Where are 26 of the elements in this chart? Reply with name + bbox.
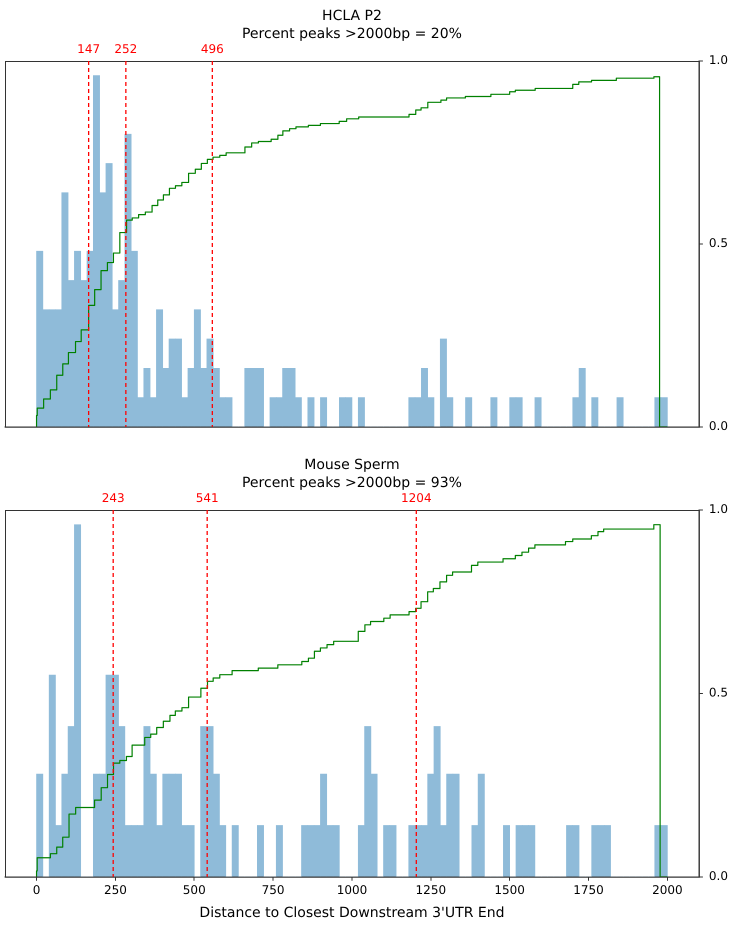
x-tick-label: 2000 (652, 883, 683, 898)
x-tick-label: 1000 (336, 883, 368, 898)
chart-subtitle: Percent peaks >2000bp = 20% (242, 26, 462, 42)
chart-title: Mouse Sperm (304, 457, 400, 473)
ref-line-label: 243 (102, 491, 125, 506)
y-tick-label: 0.0 (708, 418, 728, 433)
x-axis-title: Distance to Closest Downstream 3'UTR End (199, 905, 504, 922)
x-tick-label: 500 (182, 883, 206, 898)
x-tick-label: 250 (104, 883, 127, 898)
ref-line-label: 1204 (401, 491, 432, 506)
y-tick-label: 0.5 (708, 236, 728, 250)
y-tick-label: 0.0 (708, 868, 728, 883)
y-tick-label: 1.0 (708, 53, 728, 68)
x-tick-label: 1750 (573, 883, 604, 898)
y-tick-label: 1.0 (708, 502, 728, 516)
x-tick-label: 750 (262, 883, 285, 898)
chart-subtitle: Percent peaks >2000bp = 93% (242, 475, 462, 491)
y-tick-label: 0.5 (708, 686, 728, 700)
ref-line-label: 541 (196, 491, 219, 506)
ref-line-label: 147 (77, 42, 100, 56)
chart-title: HCLA P2 (322, 8, 382, 24)
ref-line-label: 496 (200, 42, 224, 56)
x-tick-label: 1250 (416, 883, 446, 898)
x-tick-label: 0 (32, 883, 40, 898)
ref-line-label: 252 (114, 42, 138, 56)
x-tick-label: 1500 (494, 883, 525, 898)
